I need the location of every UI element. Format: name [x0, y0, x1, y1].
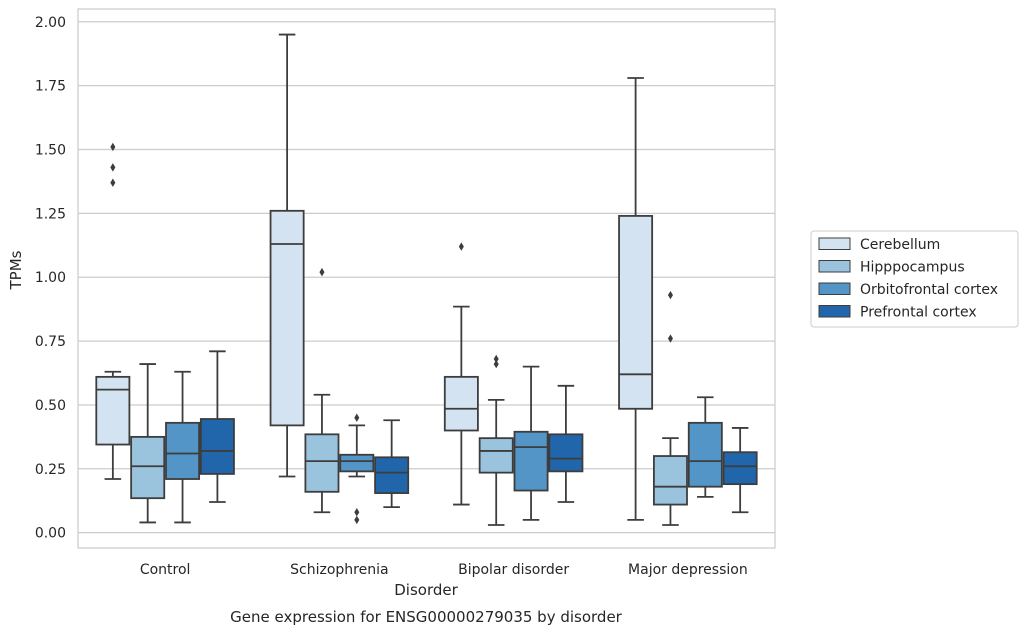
box-body [443, 375, 479, 432]
box [95, 142, 131, 480]
y-tick-label: 2.00 [35, 15, 66, 31]
outlier-point [110, 163, 116, 172]
box-body [165, 421, 201, 480]
legend-item: Cerebellum [818, 237, 940, 253]
box [165, 370, 201, 524]
box [304, 267, 340, 514]
box-body [339, 453, 375, 473]
outlier-point [493, 354, 499, 364]
box-body [618, 215, 654, 410]
legend-swatch [818, 237, 851, 250]
legend-swatch [818, 260, 851, 273]
box-body [95, 375, 131, 446]
x-tick-label: Control [140, 562, 191, 578]
legend-item: Hipppocampus [818, 260, 965, 276]
outlier-point [667, 334, 673, 343]
outlier-point [354, 515, 360, 525]
legend-swatch [818, 305, 851, 318]
y-axis-title: TPMs [7, 250, 25, 290]
box [269, 33, 305, 478]
x-tick-labels: Control Schizophrenia Bipolar disorder Majo… [140, 562, 748, 578]
y-tick-label: 0.00 [35, 526, 66, 542]
legend-frame [810, 230, 1019, 328]
box [199, 350, 235, 503]
outlier-point [110, 178, 116, 187]
box [478, 354, 514, 526]
box [652, 290, 688, 526]
outlier-point [354, 508, 360, 517]
box-body [548, 433, 584, 473]
outlier-point [110, 142, 116, 152]
box [443, 242, 479, 506]
box [513, 365, 549, 521]
y-tick-label: 1.25 [35, 206, 66, 222]
box [130, 363, 166, 524]
box-body [652, 455, 688, 506]
legend-label: Cerebellum [860, 237, 940, 253]
box-body [304, 433, 340, 493]
legend-item: Prefrontal cortex [818, 305, 977, 321]
x-tick-label: Bipolar disorder [458, 562, 569, 578]
box-body [269, 209, 305, 427]
plot-frame [77, 8, 776, 549]
y-tick-label: 1.50 [35, 142, 66, 158]
y-tick-label: 0.25 [35, 462, 66, 478]
box [618, 77, 654, 521]
box [374, 419, 410, 509]
outlier-point [667, 290, 673, 300]
box-body [722, 451, 758, 486]
legend-label: Prefrontal cortex [860, 305, 977, 321]
outlier-point [319, 267, 325, 277]
y-tick-label: 1.75 [35, 79, 66, 95]
y-tick-label: 0.75 [35, 334, 66, 350]
x-axis-title: Disorder [394, 581, 458, 599]
chart-caption: Gene expression for ENSG00000279035 by d… [230, 608, 623, 626]
outlier-point [458, 242, 464, 251]
legend: Cerebellum Hipppocampus Orbitofrontal cort… [810, 230, 1019, 328]
x-tick-label: Major depression [628, 562, 748, 578]
legend-item: Orbitofrontal cortex [818, 282, 998, 298]
box-plot-boxes [95, 33, 758, 526]
box-body [687, 421, 723, 488]
x-tick-label: Schizophrenia [290, 562, 388, 578]
legend-label: Hipppocampus [860, 260, 965, 276]
legend-label: Orbitofrontal cortex [860, 282, 998, 298]
box-body [513, 430, 549, 492]
legend-swatch [818, 282, 851, 295]
y-tick-label: 1.00 [35, 270, 66, 286]
box [548, 384, 584, 503]
box [687, 396, 723, 498]
box [339, 413, 375, 525]
y-tick-labels: 0.00 0.25 0.50 0.75 1.00 1.25 1.50 1.75 2.00 [35, 15, 66, 542]
box-body [199, 418, 235, 475]
outlier-point [493, 359, 499, 369]
box-body [130, 435, 166, 500]
y-tick-label: 0.50 [35, 398, 66, 414]
box-body [374, 456, 410, 494]
outlier-point [354, 413, 360, 422]
box [722, 427, 758, 514]
box-body [478, 437, 514, 474]
